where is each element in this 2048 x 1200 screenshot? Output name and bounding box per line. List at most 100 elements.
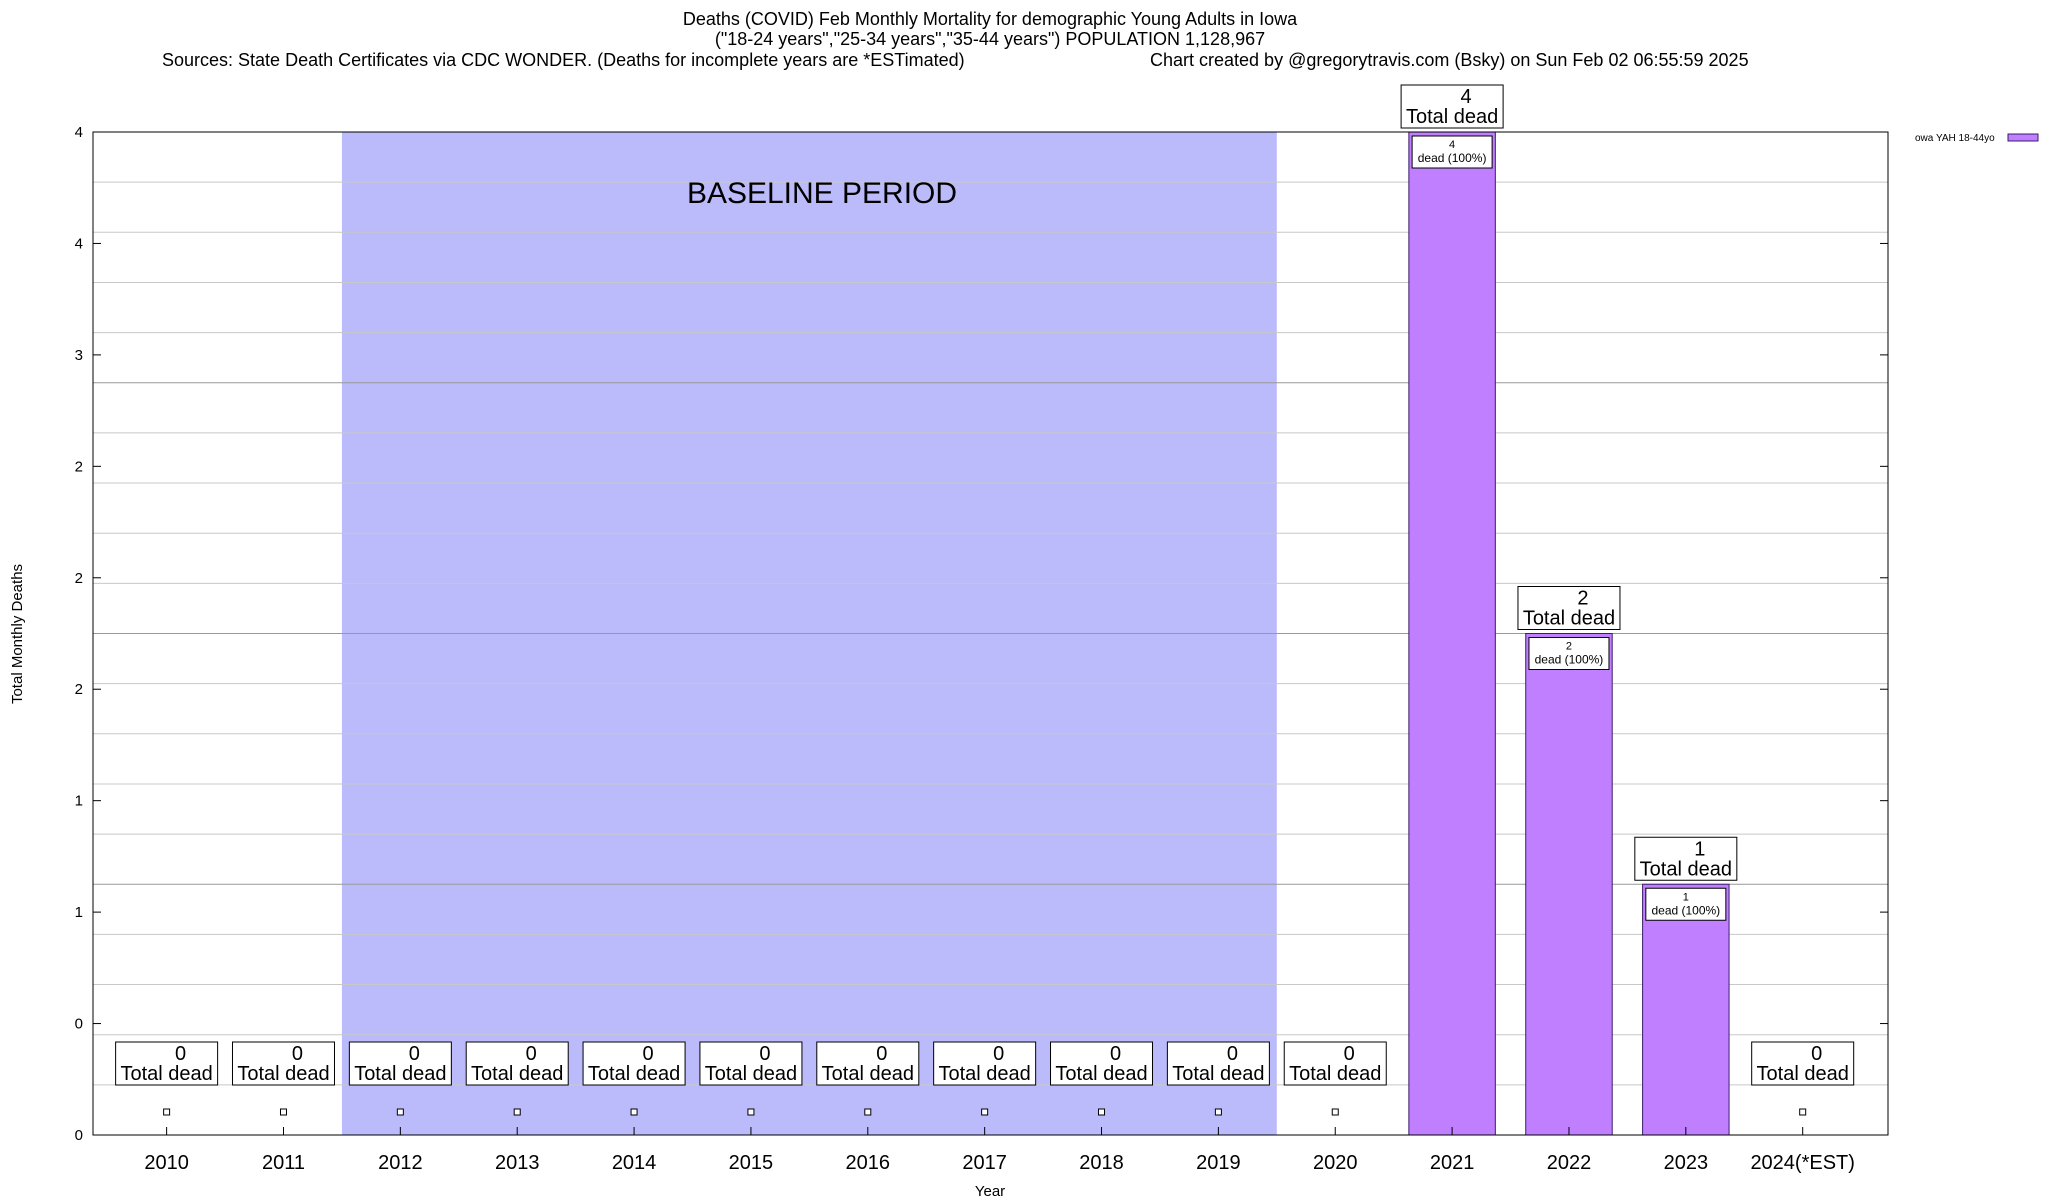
bar — [1525, 633, 1613, 1136]
plot-frame — [92, 131, 1889, 1136]
bar-inner-value: 2 — [1566, 641, 1572, 653]
bar-total-value: 0 — [292, 1043, 303, 1065]
bar-total-word: Total dead — [354, 1063, 446, 1085]
y-tick-label: 0 — [75, 1127, 83, 1144]
x-tick-label: 2018 — [1079, 1152, 1124, 1174]
y-tick-label: 0 — [75, 1016, 83, 1033]
y-tick-label: 1 — [75, 904, 83, 921]
bar-total-value: 0 — [409, 1043, 420, 1065]
zero-marker — [747, 1108, 755, 1116]
bar-total-box — [465, 1041, 569, 1086]
zero-marker — [1214, 1108, 1222, 1116]
y-axis-title: Total Monthly Deaths — [9, 564, 26, 704]
bar-total-box — [1517, 586, 1621, 630]
bar-inner-label-box — [1411, 135, 1493, 169]
chart-title-line-1: Deaths (COVID) Feb Monthly Mortality for… — [683, 9, 1298, 29]
bar-total-word: Total dead — [705, 1063, 797, 1085]
bar-inner-percent: dead (100%) — [1418, 151, 1487, 165]
bar-total-word: Total dead — [1523, 608, 1615, 630]
zero-marker — [163, 1108, 171, 1116]
bar-total-word: Total dead — [1289, 1063, 1381, 1085]
bar-total-box — [816, 1041, 920, 1086]
bar-total-value: 0 — [175, 1043, 186, 1065]
bar-total-word: Total dead — [1172, 1063, 1264, 1085]
bar-total-word: Total dead — [120, 1063, 212, 1085]
chart-sources: Sources: State Death Certificates via CD… — [162, 50, 965, 70]
x-tick-label: 2020 — [1313, 1152, 1358, 1174]
bar-total-value: 0 — [1110, 1043, 1121, 1065]
bar-total-box — [1283, 1041, 1387, 1086]
bar-total-value: 0 — [1344, 1043, 1355, 1065]
bar-inner-value: 4 — [1449, 139, 1455, 151]
chart-title-line-2: ("18-24 years","25-34 years","35-44 year… — [715, 29, 1265, 49]
bar-total-word: Total dead — [1640, 858, 1732, 880]
baseline-label: BASELINE PERIOD — [687, 177, 957, 210]
zero-marker — [396, 1108, 404, 1116]
x-tick-label: 2016 — [846, 1152, 891, 1174]
bar-total-box — [115, 1041, 219, 1086]
bar-total-value: 0 — [526, 1043, 537, 1065]
bar-inner-percent: dead (100%) — [1535, 653, 1604, 667]
zero-marker — [981, 1108, 989, 1116]
bar-total-value: 0 — [876, 1043, 887, 1065]
x-tick-label: 2023 — [1664, 1152, 1709, 1174]
bar-total-value: 0 — [759, 1043, 770, 1065]
x-tick-label: 2024(*EST) — [1750, 1152, 1855, 1174]
y-tick-label: 1 — [75, 793, 83, 810]
bar-total-word: Total dead — [1055, 1063, 1147, 1085]
x-tick-label: 2012 — [378, 1152, 423, 1174]
bar-inner-label-box — [1528, 637, 1610, 670]
y-tick-label: 2 — [75, 458, 83, 475]
zero-marker — [1098, 1108, 1106, 1116]
x-tick-label: 2015 — [729, 1152, 774, 1174]
bar-total-word: Total dead — [588, 1063, 680, 1085]
x-tick-label: 2013 — [495, 1152, 540, 1174]
x-tick-label: 2022 — [1547, 1152, 1592, 1174]
bar-total-word: Total dead — [822, 1063, 914, 1085]
bar-total-value: 0 — [643, 1043, 654, 1065]
bar — [1642, 883, 1730, 1136]
bar-total-value: 0 — [993, 1043, 1004, 1065]
y-tick-label: 2 — [75, 570, 83, 587]
zero-marker — [630, 1108, 638, 1116]
bar-inner-value: 1 — [1683, 891, 1689, 903]
y-tick-label: 4 — [75, 235, 83, 252]
zero-marker — [864, 1108, 872, 1116]
bar-total-box — [348, 1041, 452, 1086]
x-tick-label: 2017 — [962, 1152, 1007, 1174]
legend-swatch — [2007, 133, 2039, 142]
bar-total-value: 2 — [1577, 588, 1588, 610]
x-axis-title: Year — [975, 1183, 1005, 1200]
bar-total-value: 4 — [1461, 86, 1472, 108]
zero-marker — [1799, 1108, 1807, 1116]
bar-total-value: 1 — [1694, 838, 1705, 860]
bar-total-value: 0 — [1227, 1043, 1238, 1065]
bar-inner-label-box — [1645, 887, 1727, 921]
bar-total-word: Total dead — [1757, 1063, 1849, 1085]
bar-total-box — [699, 1041, 803, 1086]
bar — [1408, 131, 1496, 1136]
zero-marker — [513, 1108, 521, 1116]
bar-total-word: Total dead — [237, 1063, 329, 1085]
bar-total-word: Total dead — [471, 1063, 563, 1085]
x-tick-label: 2010 — [144, 1152, 189, 1174]
bar-total-box — [1050, 1041, 1154, 1086]
x-tick-label: 2011 — [262, 1152, 305, 1174]
y-tick-label: 2 — [75, 681, 83, 698]
x-tick-label: 2019 — [1196, 1152, 1241, 1174]
bar-total-word: Total dead — [1406, 106, 1498, 128]
bar-total-box — [1166, 1041, 1270, 1086]
zero-marker — [279, 1108, 287, 1116]
chart-credit: Chart created by @gregorytravis.com (Bsk… — [1150, 50, 1749, 70]
bar-total-box — [582, 1041, 686, 1086]
bar-total-value: 0 — [1811, 1043, 1822, 1065]
bar-total-box — [1634, 836, 1738, 881]
bar-inner-percent: dead (100%) — [1651, 903, 1720, 917]
bar-total-word: Total dead — [939, 1063, 1031, 1085]
x-tick-label: 2014 — [612, 1152, 657, 1174]
bar-total-box — [1751, 1041, 1855, 1086]
bar-total-box — [1400, 84, 1504, 129]
legend-label: owa YAH 18-44yo — [1915, 133, 1995, 144]
